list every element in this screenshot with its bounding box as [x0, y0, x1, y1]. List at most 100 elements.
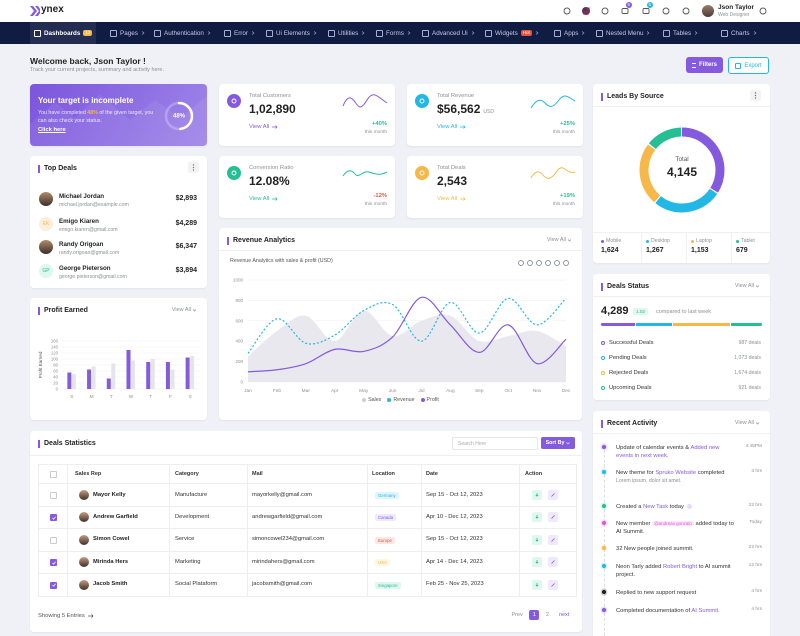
edit-button[interactable]: [548, 490, 558, 500]
toolbar-icon[interactable]: [563, 260, 569, 266]
header-icon[interactable]: [759, 7, 767, 15]
nav-item[interactable]: Error: [220, 22, 259, 44]
row-checkbox[interactable]: [50, 559, 57, 567]
chevron: [251, 31, 255, 35]
edit-button[interactable]: [548, 579, 558, 590]
x-tick-label: Nov: [533, 388, 542, 394]
download-button[interactable]: [532, 512, 542, 523]
activity-time: 3 hrs: [751, 469, 762, 474]
nav-item[interactable]: Nested Menu: [592, 22, 654, 44]
toolbar-icon[interactable]: [545, 260, 551, 266]
view-all-link[interactable]: View All: [734, 420, 754, 426]
nav-item[interactable]: Advanced Ui: [418, 22, 479, 44]
download-button[interactable]: [532, 557, 542, 568]
nav-item[interactable]: Authentication: [150, 22, 215, 44]
divider: [593, 296, 770, 297]
nav-item[interactable]: Apps: [550, 22, 589, 44]
dot: [192, 169, 195, 171]
nav-item[interactable]: Ui Elements: [262, 22, 321, 44]
y-tick-label: 1000: [233, 278, 244, 283]
deal-email: michael.jordan@example.com: [59, 202, 129, 208]
timeline-line: [604, 445, 605, 636]
nav-item[interactable]: Charts: [717, 22, 761, 44]
stat-link[interactable]: View All: [437, 124, 466, 130]
column-divider: [519, 465, 520, 596]
activity-link[interactable]: AI Summit.: [691, 608, 720, 614]
user-avatar[interactable]: [702, 5, 714, 17]
edit-button[interactable]: [548, 512, 558, 523]
page-link[interactable]: 2: [545, 612, 549, 618]
stat-card: Total Customers 1,02,890 View All +40% this …: [219, 84, 395, 146]
download-button[interactable]: [532, 490, 542, 500]
activity-link[interactable]: Spruko Website: [655, 470, 697, 476]
filters-label: Filters: [698, 62, 717, 68]
stat-link[interactable]: View All: [249, 124, 278, 130]
edit-button[interactable]: [548, 557, 558, 568]
more-button[interactable]: [750, 90, 761, 101]
header-icon[interactable]: [601, 7, 609, 15]
status-name: Rejected Deals: [609, 369, 649, 376]
page-link[interactable]: Prev: [511, 612, 523, 618]
x-tick-label: Sep: [475, 388, 484, 394]
row-checkbox[interactable]: [50, 581, 57, 589]
legend-item[interactable]: Sales: [362, 397, 381, 403]
stat-value-row: 2,543: [437, 172, 467, 190]
date: Sep 15 - Oct 12, 2023: [426, 536, 483, 543]
stat-link[interactable]: View All: [249, 196, 278, 202]
row-checkbox[interactable]: [50, 514, 57, 522]
activity-link[interactable]: Robert Bright: [662, 564, 698, 570]
legend-item[interactable]: Revenue: [387, 397, 415, 403]
toolbar-icon[interactable]: [527, 260, 533, 266]
toolbar-icon[interactable]: [536, 260, 542, 266]
export-button[interactable]: Export: [728, 57, 769, 74]
view-all-link[interactable]: View All: [171, 307, 191, 313]
row-checkbox[interactable]: [50, 471, 57, 478]
activity-link[interactable]: Added new events in next week.: [616, 445, 720, 459]
edit-button[interactable]: [548, 534, 558, 545]
flag-stripes: [582, 7, 590, 15]
activity-link[interactable]: New Task: [643, 504, 669, 510]
download-button[interactable]: [532, 579, 542, 590]
toolbar-icon[interactable]: [518, 260, 524, 266]
bar: [87, 369, 92, 389]
y-tick-label: 800: [235, 298, 243, 303]
filters-button[interactable]: Filters: [686, 57, 723, 73]
stat-link[interactable]: View All: [437, 196, 466, 202]
bar: [111, 363, 116, 389]
nav-chevron: [695, 31, 698, 35]
chevron: [567, 239, 572, 242]
nav-item[interactable]: Utilities: [324, 22, 369, 44]
header-icon[interactable]: [563, 7, 571, 15]
row-checkbox[interactable]: [50, 492, 57, 499]
nav-item[interactable]: Forms: [372, 22, 415, 44]
filter-icon: [691, 62, 696, 68]
row-checkbox[interactable]: [50, 536, 57, 544]
activity-note: Lorem ipsum, dolor sit amet.: [616, 478, 682, 484]
page-link[interactable]: 1: [529, 610, 540, 620]
view-all-link[interactable]: View All: [734, 283, 754, 289]
page-link[interactable]: next: [558, 612, 570, 618]
header-icon[interactable]: [662, 7, 670, 15]
view-all-link[interactable]: View All: [546, 237, 566, 243]
search-input[interactable]: Search Here: [452, 437, 538, 450]
nav-item[interactable]: Pages: [106, 22, 149, 44]
mail: simoncowel234@gmail.com: [252, 536, 325, 543]
toolbar-icon[interactable]: [554, 260, 560, 266]
chevron-icon: [566, 441, 571, 444]
arrow-icon: [272, 125, 278, 129]
legend-item[interactable]: Profit: [420, 397, 439, 403]
target-link[interactable]: Click here: [38, 127, 66, 133]
nav-item[interactable]: Tables: [659, 22, 702, 44]
column-header: Mail: [252, 471, 263, 477]
bar: [150, 359, 155, 389]
icon-shape: [621, 8, 629, 14]
stat-change: +25%: [560, 121, 575, 127]
chevron: [407, 31, 411, 35]
sort-button[interactable]: Sort By: [541, 437, 575, 449]
download-button[interactable]: [532, 534, 542, 545]
more-button[interactable]: [188, 162, 199, 173]
header-icon[interactable]: [682, 7, 690, 15]
nav-item[interactable]: Dashboards 12: [30, 22, 97, 44]
nav-item[interactable]: Widgets Hot: [481, 22, 543, 44]
action-icon: [551, 560, 555, 564]
